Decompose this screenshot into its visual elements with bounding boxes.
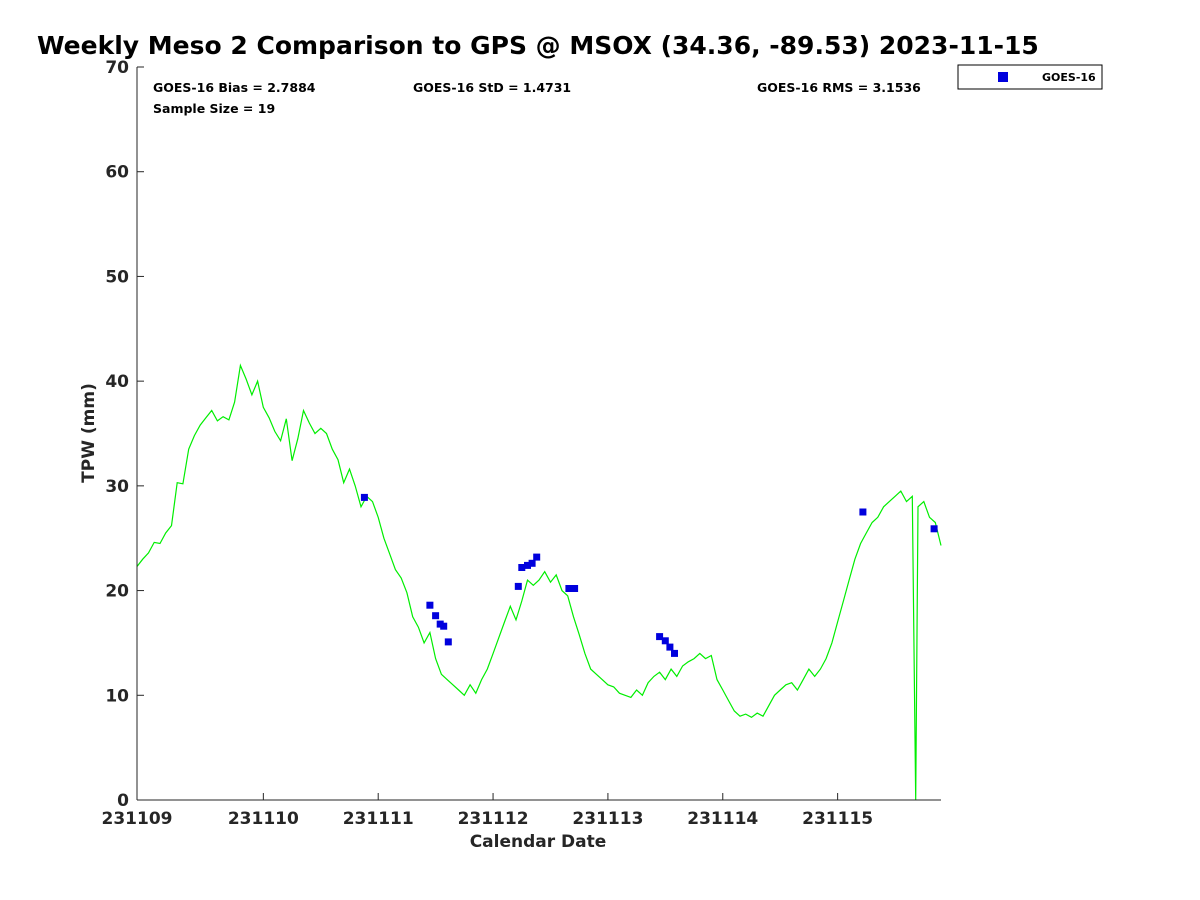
x-tick-label: 231111 <box>343 809 414 829</box>
goes16-point <box>859 508 867 516</box>
goes16-point <box>565 585 573 592</box>
y-tick-label: 10 <box>105 686 129 706</box>
y-tick-label: 40 <box>105 372 129 392</box>
goes16-point <box>360 493 368 501</box>
gps-series-layer <box>136 363 942 801</box>
y-tick-label: 70 <box>105 58 129 78</box>
legend-marker-goes16 <box>998 72 1008 82</box>
x-tick-label: 231115 <box>802 809 873 829</box>
x-tick-label: 231109 <box>102 809 173 829</box>
y-axis: 0 10 20 30 40 50 60 70 <box>105 58 144 811</box>
legend-label-goes16: GOES-16 <box>1042 71 1096 84</box>
goes16-point <box>426 601 434 609</box>
goes16-point <box>571 585 579 592</box>
goes16-point <box>661 637 669 645</box>
goes16-point <box>524 561 531 569</box>
rms-stat: GOES-16 RMS = 3.1536 <box>757 80 921 95</box>
legend: GOES-16 <box>957 64 1103 90</box>
goes16-point <box>432 612 440 620</box>
goes16-point <box>666 643 674 651</box>
x-tick-label: 231112 <box>458 809 529 829</box>
std-stat: GOES-16 StD = 1.4731 <box>413 80 571 95</box>
goes16-point <box>440 622 448 630</box>
legend-box <box>957 64 1103 90</box>
y-axis-label: TPW (mm) <box>79 383 99 483</box>
bias-stat: GOES-16 Bias = 2.7884 <box>153 80 316 95</box>
x-tick-label: 231113 <box>572 809 643 829</box>
goes16-point <box>528 559 536 567</box>
y-tick-label: 30 <box>105 477 129 497</box>
x-tick-label: 231114 <box>687 809 758 829</box>
x-axis: 231109 231110 231111 231112 231113 231114 2311… <box>102 793 873 829</box>
sample-size-stat: Sample Size = 19 <box>153 101 275 116</box>
goes16-series-layer <box>360 493 938 657</box>
y-tick-label: 20 <box>105 582 129 602</box>
goes16-point <box>514 582 522 590</box>
goes16-point <box>671 649 678 657</box>
x-tick-label: 231110 <box>228 809 299 829</box>
gps-tpw-line <box>136 363 942 801</box>
chart-title: Weekly Meso 2 Comparison to GPS @ MSOX (… <box>37 31 1039 60</box>
goes16-point <box>518 564 526 571</box>
y-tick-label: 50 <box>105 267 129 287</box>
goes16-point <box>656 633 664 641</box>
goes16-point <box>444 638 452 646</box>
x-axis-label: Calendar Date <box>470 832 607 852</box>
y-tick-label: 0 <box>117 791 129 811</box>
goes16-point <box>533 553 541 561</box>
y-tick-label: 60 <box>105 163 129 183</box>
goes16-point <box>930 525 938 533</box>
